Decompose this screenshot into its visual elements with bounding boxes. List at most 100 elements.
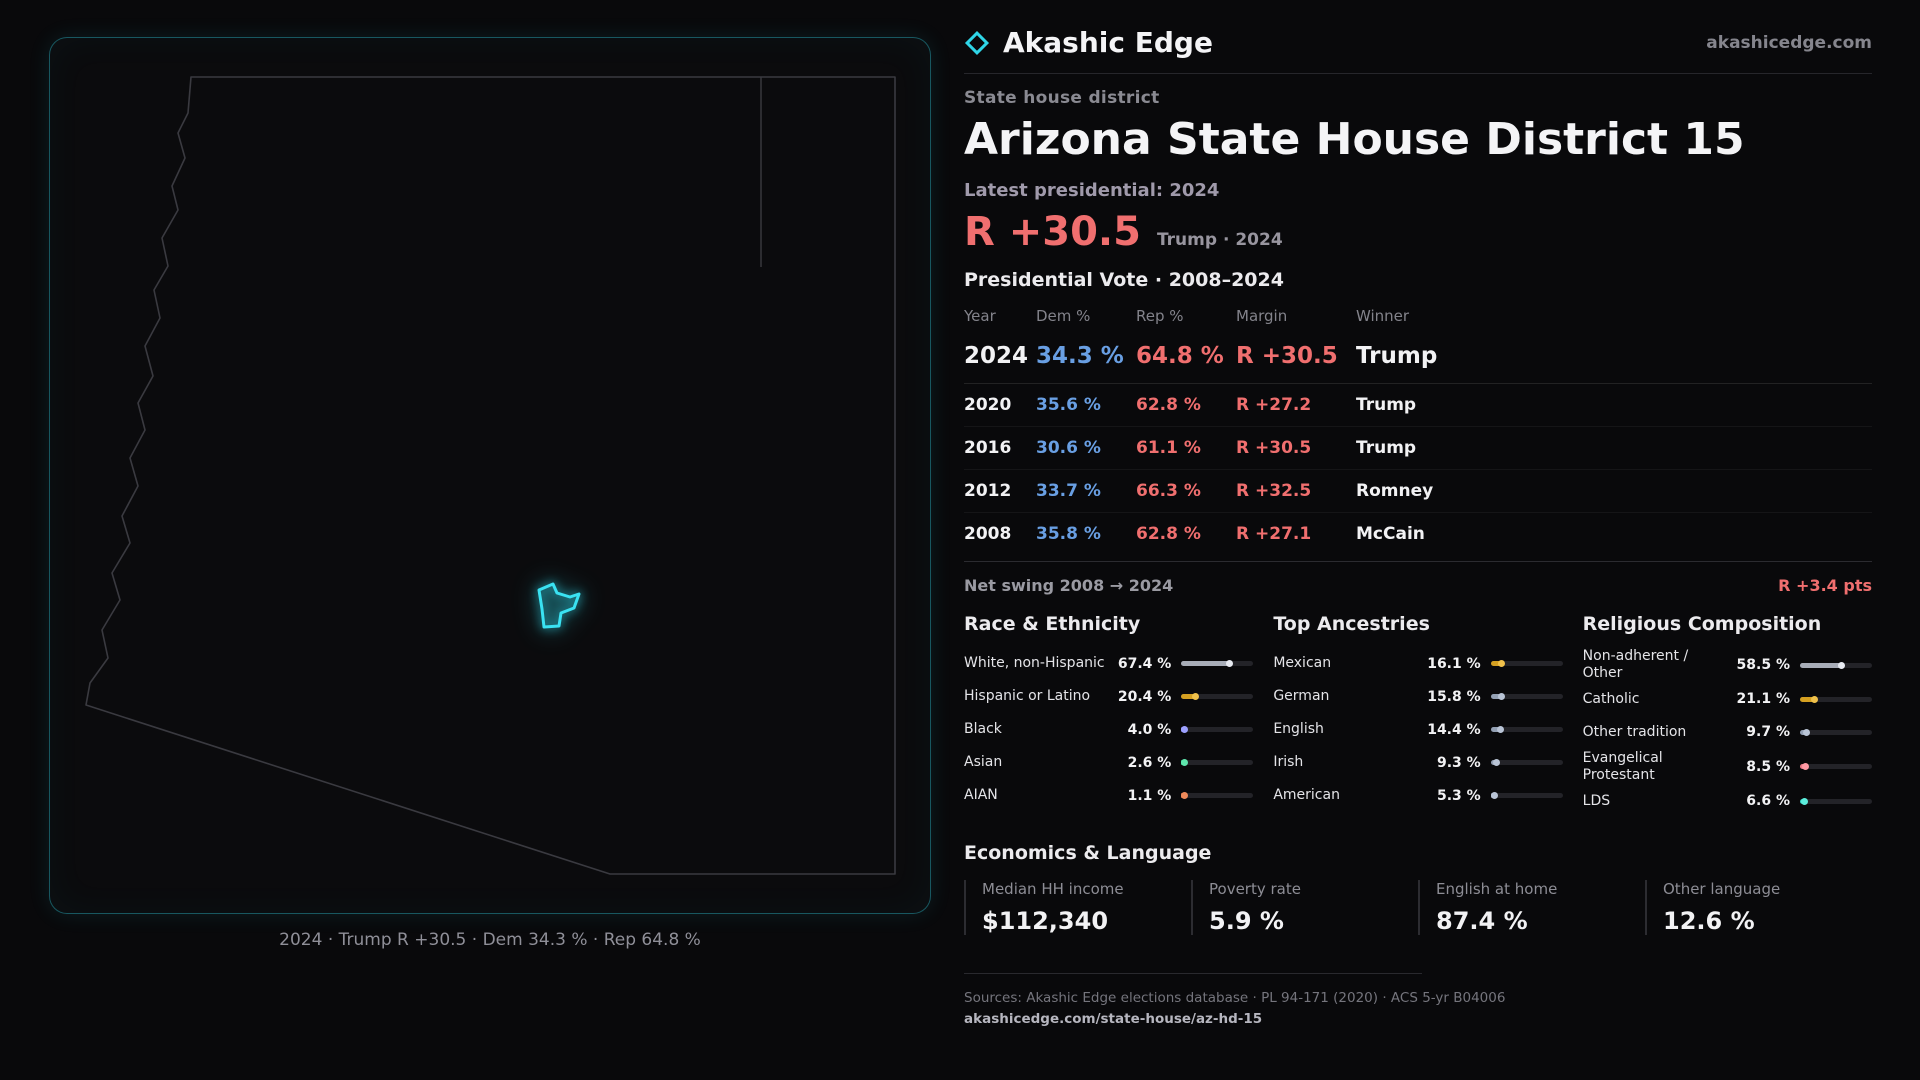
winner-cell: Romney [1356, 481, 1434, 502]
stat-label: White, non-Hispanic [964, 655, 1105, 672]
rep-cell: 66.3 % [1136, 481, 1201, 502]
stat-label: Hispanic or Latino [964, 688, 1091, 705]
stat-bar [1800, 661, 1872, 669]
stat-bar [1181, 759, 1254, 767]
stat-label: English [1273, 721, 1324, 738]
stat-value: 15.8 % [1427, 688, 1481, 705]
stat-row: English 14.4 % [1273, 713, 1563, 746]
dem-cell: 35.8 % [1036, 524, 1101, 545]
winner-cell: McCain [1356, 524, 1425, 545]
vote-row-2024: 2024 34.3 % 64.8 % R +30.5 Trump [964, 331, 1872, 385]
stat-bar [1490, 693, 1563, 701]
header-year: Year [964, 307, 996, 326]
stat-label: Non-adherent / Other [1582, 648, 1689, 682]
stat-value: 21.1 % [1736, 691, 1790, 708]
permalink-url[interactable]: akashicedge.com/state-house/az-hd-15 [964, 1010, 1263, 1027]
stat-value: 5.3 % [1436, 787, 1481, 804]
stat-row: White, non-Hispanic 67.4 % [964, 647, 1254, 680]
sources-line: Sources: Akashic Edge elections database… [964, 989, 1506, 1006]
stat-label: Mexican [1273, 655, 1332, 672]
religion-title: Religious Composition [1582, 613, 1822, 636]
stat-label: Asian [964, 754, 1003, 771]
stat-bar [1181, 726, 1254, 734]
page-title: Arizona State House District 15 [964, 114, 1745, 165]
net-swing-value: R +3.4 pts [1778, 576, 1872, 596]
stat-value: 2.6 % [1127, 754, 1172, 771]
district-type-kicker: State house district [964, 88, 1160, 108]
economics-stats: Median HH income $112,340 Poverty rate 5… [964, 879, 1872, 935]
stat-bar [1800, 695, 1872, 703]
stat-english-at-home: English at home 87.4 % [1418, 879, 1645, 935]
stat-row: Evangelical Protestant 8.5 % [1583, 749, 1872, 785]
winner-cell: Trump [1356, 438, 1417, 459]
stat-label: Other language [1663, 879, 1781, 898]
presidential-vote-table: Year Dem % Rep % Margin Winner 2024 34.3… [964, 297, 1872, 555]
stat-bar [1800, 763, 1872, 771]
map-caption: 2024 · Trump R +30.5 · Dem 34.3 % · Rep … [279, 930, 701, 950]
brand-name: Akashic Edge [1003, 26, 1213, 59]
stat-bar [1800, 797, 1872, 805]
stat-label: English at home [1436, 879, 1558, 898]
district-report: Akashic Edge akashicedge.com State house… [964, 0, 1872, 1027]
margin-cell: R +27.1 [1236, 524, 1312, 545]
dem-cell: 33.7 % [1036, 481, 1101, 502]
stat-bar [1490, 759, 1563, 767]
latest-presidential-label: Latest presidential: 2024 [964, 180, 1220, 202]
stat-value: 6.6 % [1746, 793, 1790, 810]
footer-divider [964, 972, 1422, 974]
stat-bar [1490, 792, 1563, 800]
stat-label: German [1273, 688, 1330, 705]
stat-row: AIAN 1.1 % [964, 779, 1254, 812]
report-header: Akashic Edge akashicedge.com [964, 0, 1872, 74]
stat-label: Black [964, 721, 1002, 738]
stat-row: Hispanic or Latino 20.4 % [964, 680, 1254, 713]
stat-value: 9.3 % [1436, 754, 1481, 771]
stat-label: Irish [1273, 754, 1304, 771]
stat-value: 8.5 % [1746, 758, 1790, 775]
winner-cell: Trump [1356, 395, 1417, 416]
year-cell: 2020 [964, 395, 1012, 416]
latest-margin-note: Trump · 2024 [1156, 230, 1283, 251]
stat-value: 9.7 % [1746, 724, 1790, 741]
margin-cell: R +30.5 [1236, 343, 1338, 370]
demographics-grid: Race & Ethnicity White, non-Hispanic 67.… [964, 613, 1872, 817]
rep-cell: 62.8 % [1136, 524, 1201, 545]
dem-cell: 30.6 % [1036, 438, 1101, 459]
vote-row-2012: 2012 33.7 % 66.3 % R +32.5 Romney [964, 470, 1872, 514]
stat-value: $112,340 [982, 906, 1109, 935]
stat-value: 14.4 % [1427, 721, 1481, 738]
stat-bar [1181, 660, 1254, 668]
stat-value: 4.0 % [1127, 721, 1172, 738]
rep-cell: 64.8 % [1136, 343, 1224, 370]
stat-bar [1800, 728, 1872, 736]
latest-margin-row: R +30.5 Trump · 2024 [964, 209, 1872, 255]
dem-cell: 35.6 % [1036, 395, 1101, 416]
stat-other-language: Other language 12.6 % [1645, 879, 1872, 935]
stat-value: 67.4 % [1117, 655, 1172, 672]
arizona-outline [85, 76, 896, 875]
stat-row: American 5.3 % [1273, 779, 1563, 812]
vote-row-2020: 2020 35.6 % 62.8 % R +27.2 Trump [964, 384, 1872, 428]
district-shape [537, 582, 581, 629]
stat-row: Other tradition 9.7 % [1583, 716, 1872, 749]
stat-value: 87.4 % [1436, 906, 1528, 935]
stat-row: German 15.8 % [1273, 680, 1563, 713]
stat-row: Mexican 16.1 % [1273, 647, 1563, 680]
header-winner: Winner [1356, 307, 1410, 326]
ancestries-column: Top Ancestries Mexican 16.1 % German 15.… [1273, 613, 1563, 817]
stat-value: 12.6 % [1663, 906, 1755, 935]
stat-label: American [1273, 787, 1340, 804]
stat-label: Other tradition [1582, 724, 1687, 741]
religion-column: Religious Composition Non-adherent / Oth… [1583, 613, 1872, 817]
economics-title: Economics & Language [964, 841, 1212, 864]
stat-row: Non-adherent / Other 58.5 % [1583, 647, 1872, 683]
year-cell: 2012 [964, 481, 1012, 502]
header-dem: Dem % [1036, 307, 1091, 326]
stat-row: Black 4.0 % [964, 713, 1254, 746]
stat-bar [1490, 726, 1563, 734]
header-rep: Rep % [1136, 307, 1184, 326]
brand-domain-link[interactable]: akashicedge.com [1706, 32, 1872, 53]
winner-cell: Trump [1356, 343, 1438, 370]
ancestries-title: Top Ancestries [1273, 613, 1430, 636]
margin-cell: R +27.2 [1236, 395, 1312, 416]
